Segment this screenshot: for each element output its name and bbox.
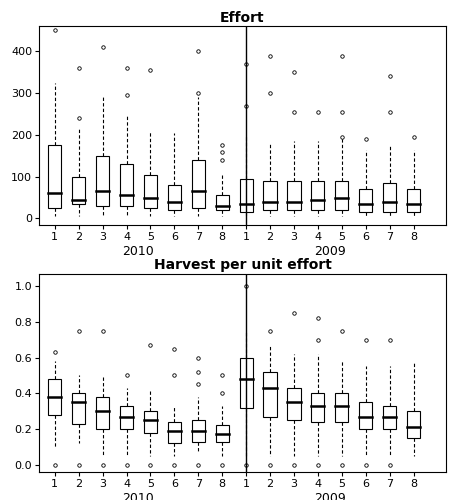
Bar (48, 146, 61, 208)
Bar (191, 160, 205, 208)
Bar (144, 174, 157, 208)
Bar (72, 394, 85, 424)
Bar (383, 183, 396, 212)
Bar (72, 176, 85, 204)
Text: 2010: 2010 (122, 244, 154, 258)
Bar (335, 181, 348, 210)
Bar (120, 406, 133, 429)
Bar (264, 181, 276, 210)
Bar (335, 394, 348, 422)
Bar (120, 164, 133, 206)
Bar (311, 394, 324, 422)
Bar (287, 388, 301, 420)
Bar (407, 189, 420, 212)
Bar (191, 420, 205, 442)
Bar (96, 397, 109, 429)
Title: Harvest per unit effort: Harvest per unit effort (154, 258, 331, 272)
Bar (96, 156, 109, 206)
Bar (168, 422, 181, 444)
Bar (48, 379, 61, 414)
Bar (144, 411, 157, 432)
Bar (311, 181, 324, 210)
Bar (239, 358, 253, 408)
Bar (407, 411, 420, 438)
Bar (383, 406, 396, 429)
Bar (264, 372, 276, 416)
Bar (239, 179, 253, 212)
Text: 2010: 2010 (122, 492, 154, 500)
Bar (216, 196, 229, 210)
Bar (359, 402, 372, 429)
Bar (168, 185, 181, 210)
Bar (287, 181, 301, 210)
Bar (216, 426, 229, 442)
Text: 2009: 2009 (314, 492, 346, 500)
Text: 2009: 2009 (314, 244, 346, 258)
Title: Effort: Effort (220, 11, 265, 25)
Bar (359, 189, 372, 212)
